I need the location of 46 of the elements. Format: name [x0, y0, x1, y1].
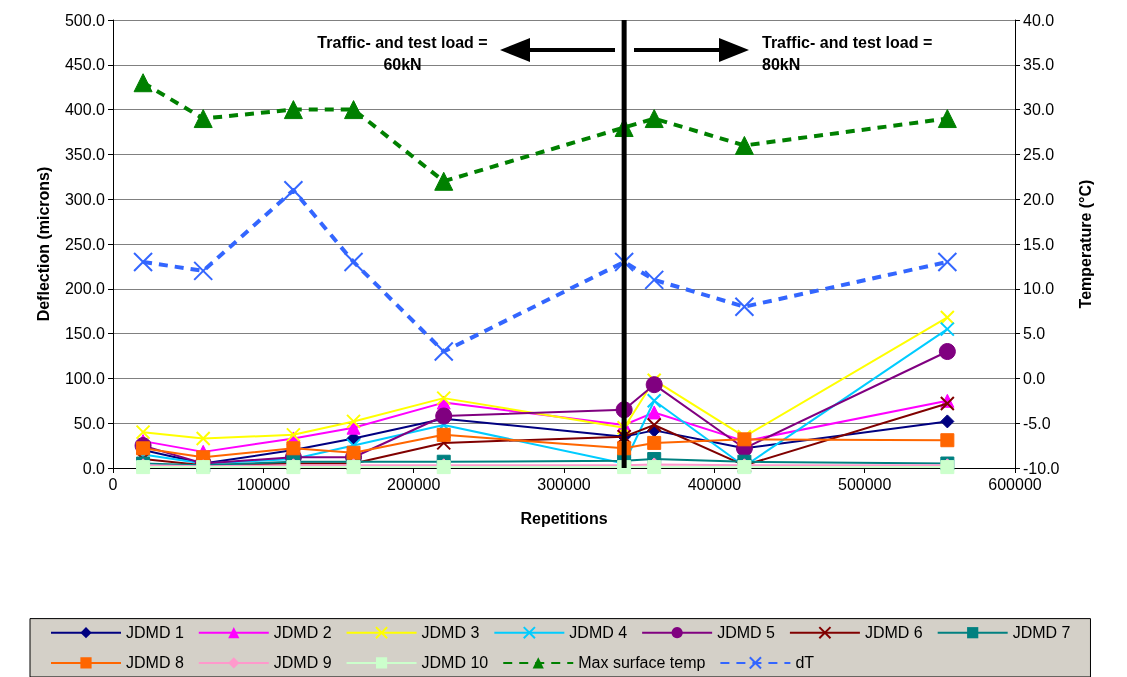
y-tick-label: 50.0 — [73, 414, 106, 432]
x-tick-label: 600000 — [988, 475, 1042, 493]
y2-tick-label: -5.0 — [1023, 414, 1051, 432]
y2-tick-label: 20.0 — [1023, 190, 1055, 208]
y-tick-label: 400.0 — [64, 101, 106, 119]
y-tick-label: 0.0 — [82, 459, 106, 477]
y2-tick-label: -10.0 — [1023, 459, 1060, 477]
annotation: Traffic- and test load = 60kN — [316, 33, 489, 75]
x-tick-label: 500000 — [837, 475, 892, 493]
y-tick-label: 150.0 — [64, 325, 106, 343]
legend-label: JDMD 3 — [421, 624, 480, 642]
x-axis-title: Repetitions — [520, 509, 608, 527]
x-tick-label: 200000 — [386, 475, 441, 493]
y2-tick-label: 10.0 — [1023, 280, 1055, 298]
y2-tick-label: 0.0 — [1023, 369, 1046, 387]
legend-label: JDMD 7 — [1012, 624, 1071, 642]
y-tick-label: 350.0 — [64, 145, 106, 163]
legend-label: JDMD 6 — [864, 624, 923, 642]
y-tick-label: 250.0 — [64, 235, 106, 253]
y-axis-title: Deflection (microns) — [34, 166, 52, 322]
legend-label: dT — [795, 654, 815, 672]
y2-tick-label: 35.0 — [1023, 56, 1055, 74]
legend-label: JDMD 5 — [717, 624, 776, 642]
y2-tick-label: 40.0 — [1023, 11, 1055, 29]
x-tick-label: 400000 — [687, 475, 742, 493]
legend-label: JDMD 9 — [273, 654, 332, 672]
y2-axis-title: Temperature (°C) — [1076, 179, 1094, 309]
y2-tick-label: 25.0 — [1023, 145, 1055, 163]
x-tick-label: 100000 — [236, 475, 291, 493]
y2-tick-label: 15.0 — [1023, 235, 1055, 253]
y-tick-label: 200.0 — [64, 280, 106, 298]
legend-label: Max surface temp — [578, 654, 706, 672]
y-tick-label: 450.0 — [64, 56, 106, 74]
y2-tick-label: 30.0 — [1023, 101, 1055, 119]
legend-label: JDMD 4 — [569, 624, 628, 642]
x-tick-label: 300000 — [537, 475, 591, 493]
y-tick-label: 300.0 — [64, 190, 106, 208]
y-tick-label: 500.0 — [64, 11, 106, 29]
annotation: Traffic- and test load = 80kN — [762, 33, 934, 75]
legend-label: JDMD 2 — [273, 624, 332, 642]
legend-label: JDMD 8 — [126, 654, 184, 672]
legend-label: JDMD 10 — [421, 654, 489, 672]
x-tick-label: 0 — [108, 475, 118, 493]
y-tick-label: 100.0 — [64, 369, 106, 387]
y2-tick-label: 5.0 — [1023, 325, 1046, 343]
legend-label: JDMD 1 — [126, 624, 184, 642]
